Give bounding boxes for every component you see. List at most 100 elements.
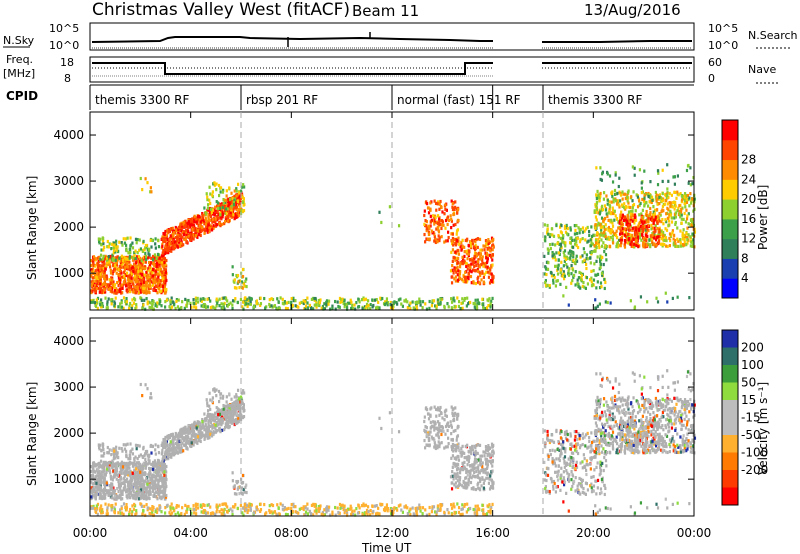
power-cell bbox=[481, 255, 484, 259]
power-cell bbox=[111, 253, 114, 257]
power-cell bbox=[574, 242, 577, 246]
power-cell bbox=[685, 231, 688, 236]
power-cell bbox=[476, 298, 479, 302]
power-cell bbox=[229, 206, 232, 210]
velocity-cell bbox=[131, 464, 135, 468]
power-cell bbox=[345, 302, 348, 307]
power-cell bbox=[477, 261, 480, 265]
power-cell bbox=[151, 304, 154, 308]
power-cell bbox=[164, 276, 167, 280]
power-cell bbox=[617, 238, 621, 242]
power-cell bbox=[237, 280, 240, 284]
velocity-cell bbox=[136, 443, 139, 448]
power-cell bbox=[675, 196, 678, 200]
power-cell bbox=[184, 224, 187, 228]
power-cell bbox=[172, 239, 175, 243]
velocity-cell bbox=[93, 481, 96, 486]
power-cell bbox=[243, 284, 246, 288]
power-cell bbox=[662, 234, 665, 238]
power-cell bbox=[643, 169, 646, 173]
power-cell bbox=[611, 194, 614, 199]
power-cell bbox=[193, 301, 196, 306]
power-cell bbox=[124, 265, 127, 270]
power-cell bbox=[139, 272, 142, 276]
power-cell bbox=[600, 216, 604, 220]
velocity-cell bbox=[151, 489, 154, 493]
velocity-cell bbox=[164, 476, 168, 480]
power-cell bbox=[121, 262, 124, 266]
power-cell bbox=[429, 220, 432, 224]
power-cell bbox=[137, 266, 140, 270]
power-cell bbox=[220, 215, 223, 219]
power-cell bbox=[142, 255, 145, 259]
power-cell bbox=[419, 303, 422, 307]
power-cell bbox=[475, 237, 478, 242]
power-cell bbox=[136, 279, 139, 283]
velocity-cell bbox=[142, 461, 145, 465]
power-cell bbox=[207, 214, 210, 219]
power-cell bbox=[121, 259, 125, 263]
power-cell bbox=[583, 251, 586, 255]
power-colorbar-swatch bbox=[722, 139, 738, 161]
power-cell bbox=[439, 297, 442, 301]
power-cell bbox=[96, 296, 100, 301]
power-cell bbox=[672, 237, 675, 241]
power-cell bbox=[555, 223, 558, 228]
power-cell bbox=[684, 220, 688, 224]
power-cell bbox=[464, 238, 467, 243]
power-colorbar-swatch bbox=[722, 258, 738, 279]
power-cell bbox=[450, 226, 453, 230]
power-cell bbox=[118, 278, 121, 282]
power-cell bbox=[423, 222, 426, 226]
power-cell bbox=[397, 298, 401, 302]
power-cell bbox=[90, 259, 93, 263]
power-cell bbox=[455, 232, 458, 236]
power-cell bbox=[626, 219, 629, 223]
power-cell bbox=[142, 280, 145, 284]
power-cell bbox=[238, 198, 242, 202]
power-cell bbox=[633, 232, 637, 236]
power-cell bbox=[658, 230, 661, 234]
power-cell bbox=[451, 236, 455, 241]
power-cell bbox=[423, 213, 426, 218]
power-cell bbox=[169, 300, 172, 304]
velocity-cell bbox=[155, 470, 158, 475]
power-cell bbox=[661, 236, 664, 240]
power-cell bbox=[621, 190, 624, 194]
power-cell bbox=[225, 218, 228, 223]
power-cell bbox=[244, 279, 247, 283]
power-cell bbox=[630, 195, 633, 199]
power-cell bbox=[556, 266, 560, 271]
velocity-cell bbox=[150, 462, 153, 466]
power-cell bbox=[105, 256, 109, 260]
power-cell bbox=[449, 269, 453, 273]
power-cell bbox=[353, 303, 356, 307]
power-cell bbox=[128, 283, 131, 288]
power-cell bbox=[587, 239, 590, 243]
power-cell bbox=[552, 234, 556, 238]
power-cell bbox=[217, 206, 220, 211]
power-cell bbox=[564, 241, 567, 245]
power-cell bbox=[214, 205, 217, 209]
power-cell bbox=[137, 255, 140, 259]
power-cell bbox=[139, 176, 142, 181]
power-cell bbox=[642, 245, 645, 249]
power-cell bbox=[658, 232, 661, 236]
power-cell bbox=[569, 256, 572, 260]
power-cell bbox=[171, 226, 174, 230]
velocity-cell bbox=[157, 491, 161, 495]
power-cell bbox=[107, 297, 110, 301]
power-cell bbox=[689, 244, 692, 248]
power-cell bbox=[313, 297, 316, 301]
power-cell bbox=[623, 245, 627, 249]
power-cell bbox=[670, 220, 674, 224]
velocity-cell bbox=[113, 497, 116, 501]
power-colorbar-tick: 8 bbox=[741, 251, 749, 265]
power-cell bbox=[590, 276, 593, 280]
velocity-cell bbox=[137, 478, 140, 483]
power-cell bbox=[596, 231, 599, 235]
power-cell bbox=[276, 307, 279, 311]
velocity-cell bbox=[103, 467, 106, 472]
power-cell bbox=[157, 245, 161, 249]
